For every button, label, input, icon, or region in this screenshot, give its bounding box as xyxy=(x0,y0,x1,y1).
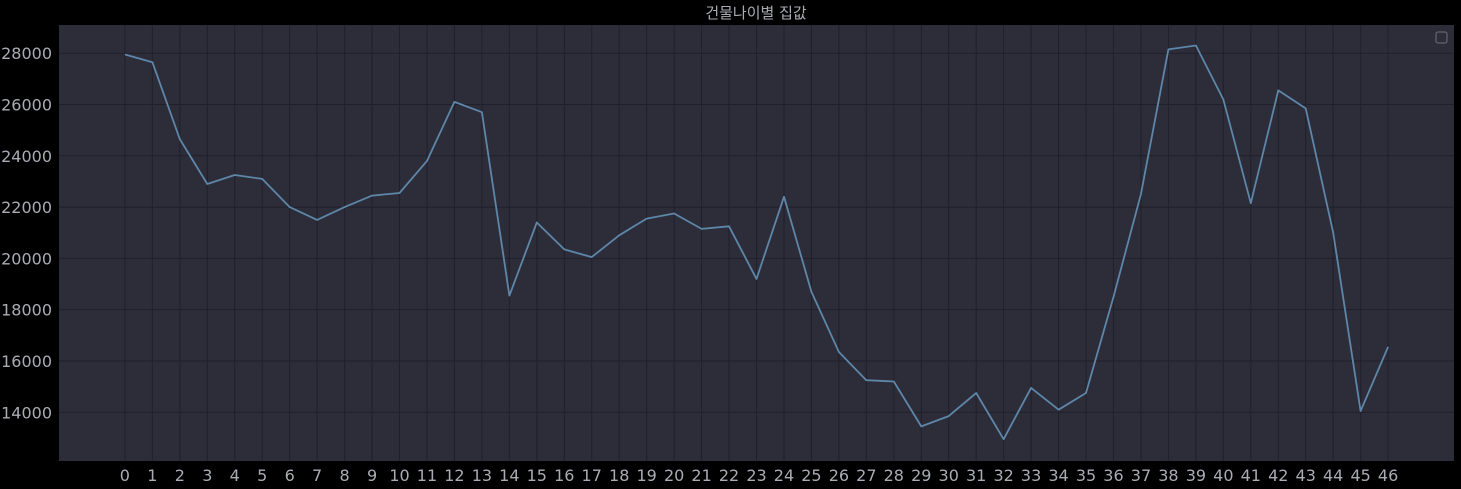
x-tick-label: 8 xyxy=(339,466,349,485)
x-tick-label: 36 xyxy=(1103,466,1123,485)
x-tick-label: 1 xyxy=(147,466,157,485)
y-tick-label: 26000 xyxy=(1,96,52,115)
x-tick-label: 15 xyxy=(527,466,547,485)
x-tick-label: 9 xyxy=(367,466,377,485)
x-axis: 0 1 2 3 4 5 6 7 8 9 10 11 12 13 14 15 16 17 18 19 20 21 22 23 24… xyxy=(120,466,1398,485)
x-tick-label: 14 xyxy=(499,466,519,485)
x-tick-label: 0 xyxy=(120,466,130,485)
x-tick-label: 6 xyxy=(285,466,295,485)
x-tick-label: 46 xyxy=(1378,466,1398,485)
x-tick-label: 19 xyxy=(636,466,656,485)
x-tick-label: 42 xyxy=(1268,466,1288,485)
x-tick-label: 31 xyxy=(966,466,986,485)
series-line xyxy=(124,44,1389,441)
grid xyxy=(59,25,1454,461)
x-tick-label: 43 xyxy=(1296,466,1316,485)
y-tick-label: 16000 xyxy=(1,352,52,371)
y-tick-label: 18000 xyxy=(1,301,52,320)
x-tick-label: 12 xyxy=(444,466,464,485)
x-tick-label: 21 xyxy=(691,466,711,485)
x-tick-label: 40 xyxy=(1213,466,1233,485)
x-tick-label: 45 xyxy=(1350,466,1370,485)
x-tick-label: 24 xyxy=(774,466,794,485)
x-tick-label: 28 xyxy=(884,466,904,485)
x-tick-label: 10 xyxy=(389,466,409,485)
x-tick-label: 5 xyxy=(257,466,267,485)
x-tick-label: 26 xyxy=(829,466,849,485)
x-tick-label: 33 xyxy=(1021,466,1041,485)
x-tick-label: 4 xyxy=(230,466,240,485)
y-tick-label: 14000 xyxy=(1,403,52,422)
x-tick-label: 22 xyxy=(719,466,739,485)
x-tick-label: 38 xyxy=(1158,466,1178,485)
x-tick-label: 13 xyxy=(472,466,492,485)
legend-box xyxy=(1435,31,1448,44)
series-layer xyxy=(124,44,1389,441)
x-tick-label: 39 xyxy=(1186,466,1206,485)
x-tick-label: 34 xyxy=(1048,466,1068,485)
y-axis: 14000 16000 18000 20000 22000 24000 26000 28000 xyxy=(1,44,52,422)
x-tick-label: 20 xyxy=(664,466,684,485)
x-tick-label: 35 xyxy=(1076,466,1096,485)
x-tick-label: 23 xyxy=(746,466,766,485)
y-tick-label: 22000 xyxy=(1,198,52,217)
x-tick-label: 25 xyxy=(801,466,821,485)
x-tick-label: 7 xyxy=(312,466,322,485)
x-tick-label: 11 xyxy=(417,466,437,485)
x-tick-label: 2 xyxy=(175,466,185,485)
y-tick-label: 24000 xyxy=(1,147,52,166)
x-tick-label: 32 xyxy=(993,466,1013,485)
x-tick-label: 41 xyxy=(1241,466,1261,485)
x-tick-label: 3 xyxy=(202,466,212,485)
x-tick-label: 17 xyxy=(582,466,602,485)
x-tick-label: 18 xyxy=(609,466,629,485)
x-tick-label: 27 xyxy=(856,466,876,485)
y-tick-label: 28000 xyxy=(1,44,52,63)
x-tick-label: 30 xyxy=(939,466,959,485)
chart-title: 건물나이별 집값 xyxy=(705,4,807,22)
x-tick-label: 44 xyxy=(1323,466,1343,485)
x-tick-label: 16 xyxy=(554,466,574,485)
y-tick-label: 20000 xyxy=(1,249,52,268)
x-tick-label: 37 xyxy=(1131,466,1151,485)
x-tick-label: 29 xyxy=(911,466,931,485)
